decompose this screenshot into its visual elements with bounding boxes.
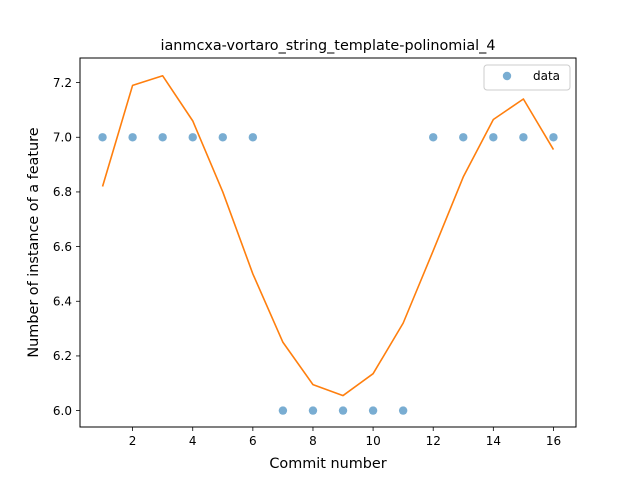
data-point [398, 406, 408, 415]
y-tick-label: 7.2 [53, 76, 72, 90]
x-tick-label: 16 [546, 434, 561, 448]
y-tick-label: 6.8 [53, 185, 72, 199]
x-tick-label: 8 [309, 434, 317, 448]
x-tick-label: 4 [189, 434, 197, 448]
plot-frame [79, 57, 577, 428]
x-tick-label: 10 [365, 434, 380, 448]
data-point [429, 133, 438, 142]
x-tick-label: 14 [486, 434, 501, 448]
data-point [489, 133, 498, 142]
data-point [519, 133, 528, 142]
data-point [459, 133, 468, 142]
y-tick-label: 6.2 [53, 349, 72, 363]
y-tick-label: 7.0 [53, 131, 72, 145]
data-point [218, 133, 227, 142]
legend: data [483, 64, 571, 91]
y-axis-label: Number of instance of a feature [26, 127, 42, 357]
data-point [308, 406, 318, 415]
data-point [98, 133, 107, 142]
legend-box [483, 64, 571, 91]
x-tick-label: 2 [129, 434, 137, 448]
data-point [158, 133, 167, 142]
chart-title: ianmcxa-vortaro_string_template-polinomi… [160, 38, 495, 54]
data-point [188, 133, 197, 142]
data-point [549, 133, 558, 142]
fit-line [101, 74, 555, 397]
y-tick-label: 6.4 [53, 295, 72, 309]
legend-label-data: data [533, 69, 560, 83]
x-tick-label: 6 [249, 434, 257, 448]
data-point [368, 406, 378, 415]
data-point [128, 133, 137, 142]
legend-marker-data [502, 71, 512, 81]
data-point [278, 406, 288, 415]
data-point [248, 133, 258, 142]
y-tick-label: 6.0 [53, 404, 72, 418]
data-point [338, 406, 348, 415]
y-tick-label: 6.6 [53, 240, 72, 254]
x-axis-label: Commit number [269, 456, 386, 472]
x-tick-label: 12 [426, 434, 441, 448]
